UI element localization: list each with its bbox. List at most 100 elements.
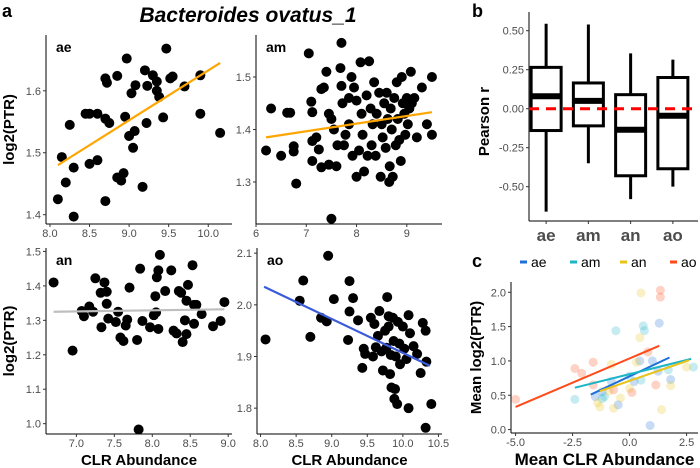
data-point bbox=[346, 72, 357, 82]
data-point bbox=[385, 103, 396, 114]
data-point bbox=[158, 112, 169, 123]
data-point bbox=[426, 72, 437, 82]
panel-b: -0.50 -0.25 0.00 0.25 0.50 ae am an ao Pearson r bbox=[476, 12, 698, 245]
x-tick-label: 8 bbox=[353, 228, 359, 240]
data-point bbox=[404, 328, 415, 339]
data-point bbox=[408, 341, 419, 352]
panel-am: 1.3 1.4 1.5 6 7 8 9 am bbox=[236, 35, 442, 240]
data-point bbox=[120, 111, 131, 122]
x-tick-label: 9.5 bbox=[360, 438, 375, 450]
data-point bbox=[151, 307, 162, 318]
x-tick-label: 10.0 bbox=[198, 228, 219, 240]
y-tick-label: 1.1 bbox=[26, 384, 41, 396]
data-point bbox=[260, 334, 271, 345]
data-point bbox=[121, 53, 132, 64]
y-tick-label: 1.8 bbox=[237, 403, 252, 415]
data-point bbox=[351, 95, 362, 106]
point-ao bbox=[627, 388, 637, 398]
data-point bbox=[150, 291, 161, 302]
data-point bbox=[323, 159, 334, 170]
data-point bbox=[390, 384, 401, 395]
data-point bbox=[276, 150, 287, 161]
data-point bbox=[364, 56, 375, 67]
point-an bbox=[635, 333, 645, 343]
panel-ao: 1.8 1.9 2.0 2.1 8.0 8.5 9.0 9.5 10.0 10.5 ao CLR Ab… bbox=[237, 248, 449, 468]
data-point bbox=[118, 168, 129, 179]
data-point bbox=[338, 140, 349, 151]
y-tick-label: 1.4 bbox=[236, 125, 251, 137]
data-point bbox=[402, 119, 413, 130]
data-point bbox=[359, 166, 370, 177]
data-point bbox=[323, 250, 334, 261]
x-axis-label: CLR Abundance bbox=[291, 452, 407, 468]
data-point bbox=[326, 213, 337, 224]
data-point bbox=[380, 142, 391, 153]
data-point bbox=[104, 117, 115, 128]
data-point bbox=[68, 211, 79, 222]
y-tick-label: -0.25 bbox=[499, 143, 524, 155]
x-tick-label: 10.5 bbox=[428, 438, 449, 450]
data-point bbox=[90, 273, 101, 284]
panel-c: 0.0 0.5 1.0 1.5 2.0 -5.0 -2.5 0.0 2.5 ae am an ao Mea… bbox=[468, 254, 698, 468]
data-point bbox=[426, 129, 437, 140]
fit-line bbox=[53, 308, 225, 313]
data-point bbox=[336, 37, 347, 48]
data-point bbox=[307, 107, 318, 118]
data-point bbox=[403, 310, 414, 321]
fit-line bbox=[57, 61, 221, 167]
data-point bbox=[171, 328, 182, 339]
data-point bbox=[141, 117, 152, 128]
x-tick-label: 8.5 bbox=[183, 438, 198, 450]
data-point bbox=[137, 181, 148, 192]
data-point bbox=[129, 126, 140, 137]
point-an bbox=[631, 357, 641, 367]
point-ae bbox=[666, 374, 676, 384]
data-point bbox=[389, 93, 400, 103]
x-tick-label: 2.5 bbox=[679, 437, 694, 449]
data-point bbox=[92, 108, 103, 119]
x-tick-label: 0.0 bbox=[622, 437, 637, 449]
data-point bbox=[396, 72, 407, 82]
data-point bbox=[122, 314, 133, 325]
data-point bbox=[118, 336, 129, 346]
data-point bbox=[78, 311, 89, 322]
data-point bbox=[306, 96, 317, 107]
fit-line-ae bbox=[590, 356, 670, 396]
y-tick-label: 1.3 bbox=[236, 177, 251, 189]
data-point bbox=[101, 298, 112, 309]
data-point bbox=[356, 108, 367, 119]
y-tick-label: 1.5 bbox=[26, 246, 41, 258]
point-ao bbox=[570, 363, 580, 373]
x-tick-label: 8.5 bbox=[82, 228, 97, 240]
category-label-ae: ae bbox=[537, 226, 556, 245]
data-point bbox=[181, 295, 192, 306]
data-point bbox=[384, 161, 395, 172]
x-tick-label: -2.5 bbox=[563, 437, 582, 449]
x-tick-label: 6 bbox=[253, 228, 259, 240]
data-point bbox=[133, 424, 144, 435]
point-ao bbox=[588, 357, 598, 367]
data-point bbox=[67, 345, 78, 356]
data-point bbox=[48, 277, 59, 288]
data-point bbox=[386, 124, 397, 135]
point-ae bbox=[647, 356, 657, 366]
data-point bbox=[196, 309, 207, 320]
box-ao bbox=[656, 76, 690, 171]
data-point bbox=[52, 194, 63, 205]
point-an bbox=[636, 288, 646, 298]
data-point bbox=[326, 114, 337, 124]
data-point bbox=[305, 331, 316, 342]
y-tick-label: 1.4 bbox=[26, 281, 41, 293]
data-point bbox=[179, 315, 190, 326]
category-label-ao: ao bbox=[663, 226, 683, 245]
data-point bbox=[101, 77, 112, 88]
y-tick-label: 1.5 bbox=[491, 322, 506, 334]
data-point bbox=[208, 321, 219, 332]
y-tick-label: 1.5 bbox=[236, 72, 251, 84]
y-tick-label: 1.0 bbox=[26, 419, 41, 431]
data-point bbox=[132, 334, 143, 345]
data-point bbox=[351, 171, 362, 182]
data-point bbox=[176, 287, 187, 298]
data-point bbox=[371, 108, 382, 119]
